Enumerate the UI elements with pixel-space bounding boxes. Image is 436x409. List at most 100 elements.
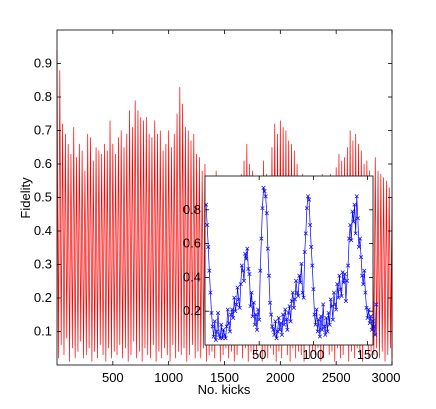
inset-point-marker	[262, 189, 267, 194]
inset-point-marker	[231, 315, 236, 321]
inset-point-marker	[266, 273, 271, 278]
inset-point-marker	[265, 246, 270, 251]
inset-point-marker	[285, 327, 290, 332]
inset-point-marker	[226, 320, 231, 326]
inset-point-marker	[236, 297, 241, 302]
inset-y-tick-label: 0.2	[183, 303, 201, 318]
inset-point-marker	[269, 312, 274, 317]
inset-point-marker	[316, 317, 321, 322]
inset-point-marker	[264, 211, 269, 216]
inset-point-marker	[351, 219, 356, 224]
y-tick-label: 0.8	[34, 89, 52, 104]
inset-point-marker	[208, 290, 213, 295]
x-tick-label: 1500	[210, 370, 239, 385]
inset-point-marker	[272, 332, 277, 337]
inset-point-marker	[374, 302, 379, 307]
inset-point-marker	[274, 336, 279, 341]
inset-point-marker	[256, 307, 261, 312]
inset-point-marker	[290, 290, 295, 295]
inset-point-marker	[308, 222, 313, 228]
inset-point-marker	[355, 216, 360, 221]
inset-point-marker	[335, 282, 340, 287]
inset-point-marker	[361, 282, 366, 287]
inset-point-marker	[352, 202, 357, 207]
inset-point-marker	[261, 185, 266, 190]
x-tick-label: 1000	[154, 370, 183, 385]
inset-point-marker	[276, 315, 281, 321]
y-tick-label: 0.2	[34, 290, 52, 305]
inset-point-marker	[279, 332, 285, 337]
inset-point-marker	[235, 285, 240, 290]
inset-point-marker	[225, 307, 230, 312]
x-axis-label: No. kicks	[198, 382, 251, 397]
inset-point-marker	[237, 305, 242, 310]
inset-point-marker	[365, 315, 370, 321]
inset-point-marker	[311, 287, 316, 292]
inset-point-marker	[213, 337, 218, 342]
inset-point-marker	[367, 320, 372, 326]
inset-point-marker	[209, 310, 214, 315]
inset-x-tick-label: 50	[252, 347, 266, 362]
inset-point-marker	[263, 194, 268, 199]
inset-point-marker	[368, 314, 373, 319]
inset-point-marker	[239, 263, 244, 268]
inset-point-marker	[366, 307, 371, 312]
main-x-ticks: 500 1000 1500 2000 2500 3000	[102, 30, 400, 385]
inset-point-marker	[210, 324, 215, 329]
inset-point-marker	[282, 322, 287, 327]
inset-point-marker	[328, 297, 333, 302]
inset-point-marker	[317, 334, 322, 339]
inset-point-marker	[249, 290, 254, 295]
x-tick-label: 2500	[322, 370, 351, 385]
inset-point-marker	[292, 297, 298, 302]
inset-point-marker	[339, 293, 344, 299]
inset-point-marker	[314, 307, 319, 312]
inset-point-marker	[293, 278, 299, 283]
inset-point-marker	[246, 266, 251, 271]
y-tick-label: 0.3	[34, 257, 52, 272]
inset-point-marker	[257, 317, 262, 322]
inset-point-marker	[270, 324, 275, 329]
inset-point-marker	[300, 290, 305, 295]
inset-series-line	[205, 187, 377, 340]
inset-point-marker	[373, 332, 378, 337]
inset-point-marker	[288, 319, 293, 324]
inset-point-marker	[219, 322, 224, 327]
inset-point-marker	[278, 320, 283, 326]
inset-point-marker	[326, 310, 331, 315]
inset-point-marker	[289, 299, 294, 304]
inset-point-marker	[313, 322, 318, 327]
inset-point-marker	[271, 327, 276, 332]
inset-point-marker	[346, 263, 351, 268]
inset-point-marker	[309, 244, 314, 250]
inset-point-marker	[312, 312, 317, 317]
inset-point-marker	[343, 299, 348, 304]
inset-y-ticks: 0.2 0.4 0.6 0.8	[183, 202, 373, 318]
inset-point-marker	[357, 236, 363, 241]
inset-point-marker	[353, 231, 358, 236]
inset-point-marker	[359, 255, 364, 260]
inset-point-marker	[247, 271, 252, 277]
inset-point-marker	[344, 278, 350, 283]
inset-point-marker	[215, 310, 221, 315]
inset-point-marker	[253, 312, 258, 317]
inset-point-marker	[224, 324, 229, 329]
inset-y-tick-label: 0.4	[183, 269, 201, 284]
inset-point-marker	[318, 314, 324, 319]
inset-point-marker	[248, 304, 253, 309]
inset-point-marker	[220, 336, 225, 341]
inset-point-marker	[362, 268, 367, 273]
inset-point-marker	[324, 315, 329, 321]
y-tick-label: 0.1	[34, 324, 52, 339]
x-tick-label: 500	[102, 370, 124, 385]
inset-point-marker	[283, 307, 288, 312]
inset-point-marker	[238, 282, 243, 287]
inset-point-marker	[297, 273, 302, 278]
inset-point-marker	[291, 305, 296, 310]
inset-point-marker	[223, 336, 228, 341]
inset-point-marker	[342, 271, 347, 277]
inset-point-marker	[273, 319, 278, 324]
inset-point-marker	[338, 287, 343, 292]
inset-point-marker	[356, 244, 361, 250]
